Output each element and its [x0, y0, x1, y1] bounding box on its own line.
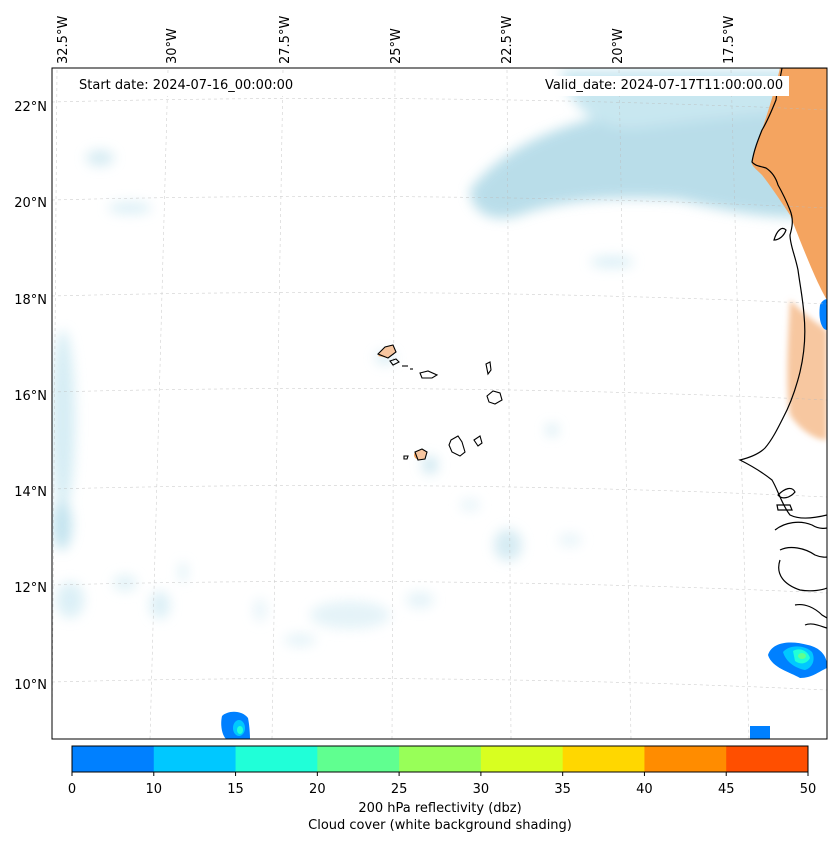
- valid-date-label: Valid_date: 2024-07-17T11:00:00.00: [539, 76, 790, 96]
- reflectivity-layer: [221, 299, 827, 739]
- colorbar-segment: [317, 746, 400, 772]
- lat-label: 16°N: [14, 389, 47, 404]
- colorbar-sublabel: Cloud cover (white background shading): [308, 818, 572, 833]
- longitude-labels: 32.5°W 30°W 27.5°W 25°W 22.5°W 20°W 17.5…: [56, 16, 737, 64]
- colorbar-segment: [562, 746, 645, 772]
- colorbar-segment: [399, 746, 482, 772]
- lon-label: 20°W: [611, 28, 626, 64]
- colorbar-segment: [72, 746, 155, 772]
- colorbar-tick-label: 35: [554, 782, 571, 797]
- colorbar-tick-label: 40: [636, 782, 653, 797]
- colorbar-segment: [153, 746, 237, 772]
- latitude-labels: 22°N 20°N 18°N 16°N 14°N 12°N 10°N: [14, 100, 47, 693]
- colorbar-tick-label: 25: [390, 782, 408, 797]
- high-cloud-layer: [378, 68, 827, 460]
- colorbar-tick-label: 45: [717, 782, 735, 797]
- colorbar-tick-label: 10: [145, 782, 163, 797]
- map-area: [52, 68, 827, 739]
- lon-label: 22.5°W: [500, 16, 515, 64]
- lon-label: 32.5°W: [56, 16, 71, 64]
- colorbar-tick-label: 50: [799, 782, 817, 797]
- colorbar-ticks: 0 10 15 20 25 30 35 40 45 50: [0, 782, 837, 798]
- colorbar-tick-label: 15: [227, 782, 244, 797]
- lat-label: 14°N: [14, 485, 47, 500]
- lon-label: 25°W: [389, 28, 404, 64]
- cape-verde-islands: [377, 344, 503, 461]
- lon-label: 30°W: [165, 28, 180, 64]
- colorbar-tick-label: 0: [67, 782, 77, 797]
- colorbar-frame: [71, 745, 809, 773]
- coastline: [738, 68, 827, 629]
- lat-label: 22°N: [14, 100, 47, 115]
- colorbar-tick-label: 20: [309, 782, 326, 797]
- lat-label: 12°N: [14, 581, 47, 596]
- colorbar-segment: [726, 746, 809, 772]
- lon-label: 27.5°W: [278, 16, 293, 64]
- lat-label: 20°N: [14, 196, 47, 211]
- gridlines: [52, 69, 827, 739]
- colorbar-segment: [644, 746, 727, 772]
- colorbar-segment: [235, 746, 318, 772]
- lon-label: 17.5°W: [722, 16, 737, 64]
- map-frame: [51, 67, 828, 740]
- colorbar: [71, 745, 809, 776]
- colorbar-segment: [480, 746, 564, 772]
- lat-label: 18°N: [14, 293, 47, 308]
- colorbar-label: 200 hPa reflectivity (dbz): [358, 801, 522, 816]
- start-date-label: Start date: 2024-07-16_00:00:00: [73, 76, 300, 96]
- lat-label: 10°N: [14, 678, 47, 693]
- colorbar-tick-label: 30: [472, 782, 490, 797]
